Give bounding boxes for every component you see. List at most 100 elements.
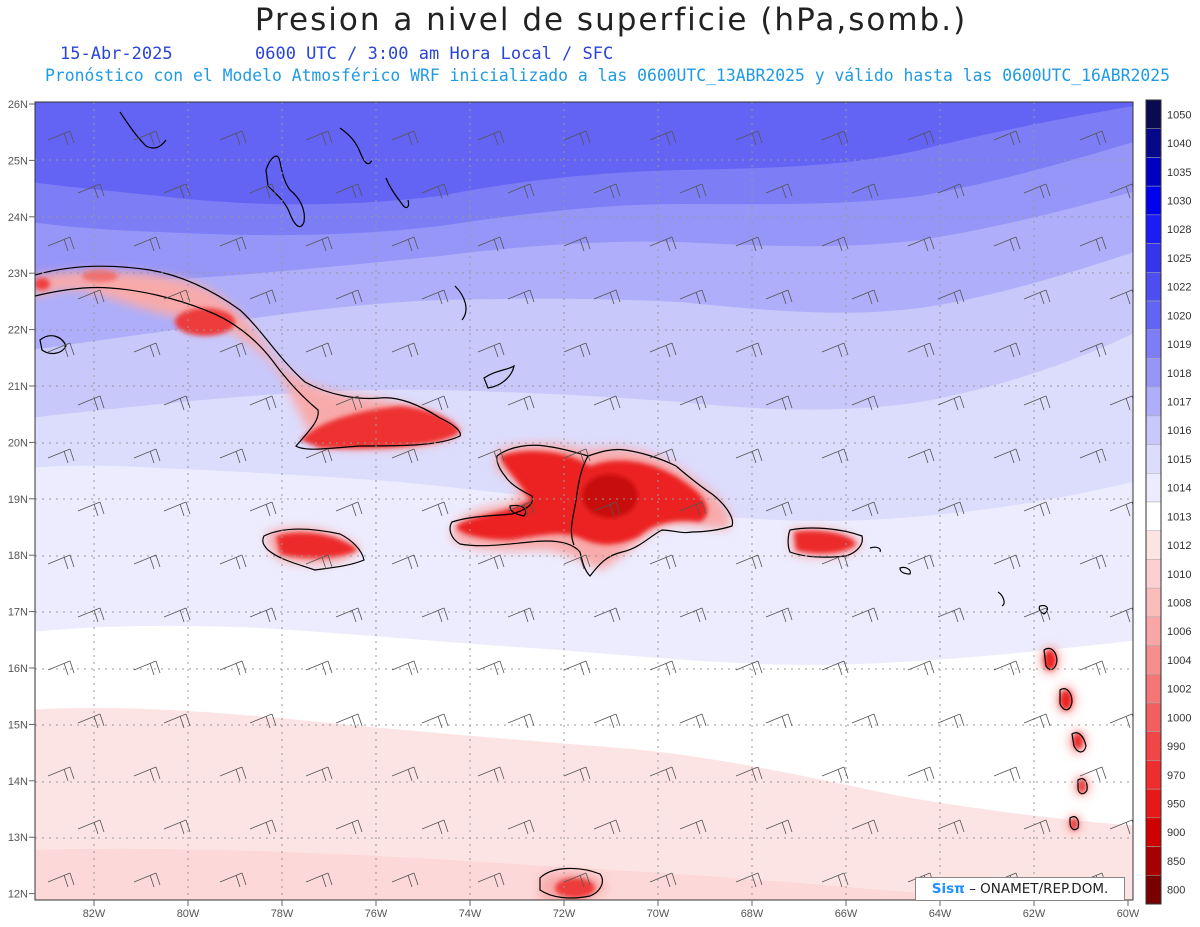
colorbar-label: 800 <box>1167 885 1185 897</box>
colorbar-swatch <box>1145 128 1162 158</box>
wind-barb <box>133 448 161 464</box>
colorbar-swatch <box>1145 386 1162 417</box>
forecast-time-info: 0600 UTC / 3:00 am Hora Local / SFC <box>255 44 614 64</box>
wind-barb <box>735 766 763 782</box>
wind-barb <box>1023 501 1051 517</box>
wind-barb <box>735 448 763 464</box>
coastlines <box>35 111 1088 899</box>
wind-barb <box>937 713 965 729</box>
wind-barb <box>679 395 707 411</box>
wind-barb <box>507 819 535 835</box>
colorbar-label: 970 <box>1167 770 1185 782</box>
wind-barb <box>391 130 419 146</box>
wind-barb <box>305 872 333 888</box>
wind-barb <box>937 183 965 199</box>
wind-barb <box>1079 236 1107 252</box>
wind-barb <box>851 395 879 411</box>
colorbar-label: 1018 <box>1167 368 1191 380</box>
wind-barb <box>907 342 935 358</box>
wind-barb <box>1023 289 1051 305</box>
wind-barb <box>391 766 419 782</box>
wind-barb <box>993 448 1021 464</box>
colorbar-swatch <box>1145 99 1162 129</box>
colorbar-label: 1028 <box>1167 224 1191 236</box>
lat-label: 18N <box>8 550 28 562</box>
wind-barb <box>421 395 449 411</box>
wind-barb <box>305 130 333 146</box>
colorbar-label: 1025 <box>1167 253 1191 265</box>
wind-barb <box>507 289 535 305</box>
wind-barb <box>391 660 419 676</box>
wind-barb <box>47 554 75 570</box>
colorbar-swatch <box>1145 788 1162 819</box>
wind-barb <box>335 395 363 411</box>
wind-barb <box>477 872 505 888</box>
wind-barb <box>851 183 879 199</box>
wind-barb <box>133 236 161 252</box>
wind-barb <box>937 395 965 411</box>
wind-barb <box>47 448 75 464</box>
wind-barb <box>163 713 191 729</box>
wind-barb <box>735 554 763 570</box>
longitude-labels: 82W 80W 78W 76W 74W 72W 70W 68W 66W 64W 62W 60W <box>83 900 1140 920</box>
colorbar-swatch <box>1145 185 1162 216</box>
wind-barb <box>993 342 1021 358</box>
wind-barb <box>937 501 965 517</box>
lon-label: 74W <box>459 908 482 920</box>
wind-barb <box>821 236 849 252</box>
wind-barb <box>593 713 621 729</box>
wind-barb <box>305 236 333 252</box>
lon-label: 66W <box>835 908 858 920</box>
wind-barb <box>563 872 591 888</box>
wind-barb <box>821 872 849 888</box>
wind-barb <box>649 660 677 676</box>
colorbar-swatch <box>1145 473 1162 503</box>
colorbar-swatch <box>1145 214 1162 244</box>
wind-barb <box>477 130 505 146</box>
wind-barb <box>507 501 535 517</box>
wind-barb <box>421 501 449 517</box>
lat-label: 24N <box>8 212 28 224</box>
colorbar-label: 1020 <box>1167 310 1191 322</box>
wind-barb <box>649 130 677 146</box>
wind-barb <box>993 660 1021 676</box>
colorbar-label: 900 <box>1167 827 1185 839</box>
wind-barb <box>593 183 621 199</box>
wind-barb <box>1079 554 1107 570</box>
lat-label: 14N <box>8 776 28 788</box>
model-info: Pronóstico con el Modelo Atmosférico WRF… <box>45 66 1170 85</box>
wind-barb <box>563 236 591 252</box>
colorbar-label: 1002 <box>1167 684 1191 696</box>
wind-barb <box>563 766 591 782</box>
colorbar-swatch <box>1145 674 1162 704</box>
colorbar-swatch <box>1145 731 1162 761</box>
wind-barb <box>335 819 363 835</box>
wind-barb <box>649 554 677 570</box>
colorbar-swatch <box>1145 157 1162 187</box>
lat-label: 21N <box>8 381 28 393</box>
wind-barb <box>421 607 449 623</box>
wind-barb <box>937 819 965 835</box>
wind-barb <box>391 554 419 570</box>
lat-label: 23N <box>8 268 28 280</box>
wind-barb <box>765 607 793 623</box>
wind-barb <box>765 501 793 517</box>
colorbar-swatch <box>1145 875 1162 905</box>
wind-barb <box>249 183 277 199</box>
wind-barb <box>821 448 849 464</box>
wind-barb <box>133 342 161 358</box>
colorbar-swatch <box>1145 300 1162 330</box>
wind-barb <box>133 660 161 676</box>
wind-barb <box>821 660 849 676</box>
wind-barb <box>133 130 161 146</box>
wind-barb <box>219 342 247 358</box>
credit-box: Sisπ – ONAMET/REP.DOM. <box>915 877 1125 901</box>
colorbar-label: 850 <box>1167 856 1185 868</box>
wind-barb <box>163 501 191 517</box>
wind-barb <box>335 289 363 305</box>
wind-barb <box>47 342 75 358</box>
wind-barb <box>735 236 763 252</box>
colorbar-label: 1017 <box>1167 397 1191 409</box>
wind-barb <box>163 819 191 835</box>
map-title: Presion a nivel de superficie (hPa,somb.… <box>254 2 968 38</box>
